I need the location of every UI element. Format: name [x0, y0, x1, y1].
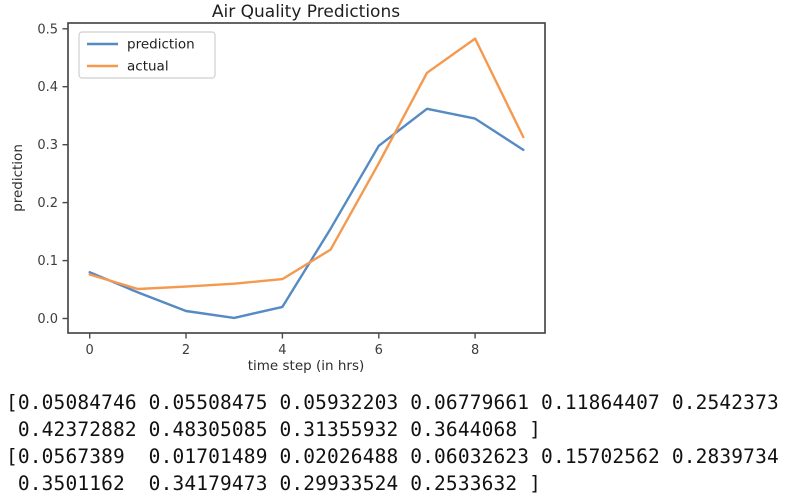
prediction-line — [88, 107, 525, 320]
matplotlib-figure: 0 2 4 6 8 0.0 0.1 0.2 0.3 0.4 0.5 Air Quality Pre… — [10, 2, 546, 374]
chart-svg: 0 2 4 6 8 0.0 0.1 0.2 0.3 0.4 0.5 Air Quality Pre… — [10, 2, 546, 374]
console-line-2: 0.42372882 0.48305085 0.31355932 0.36440… — [6, 418, 542, 441]
y-tick-label: 0.0 — [37, 312, 58, 327]
x-tick-label: 0 — [86, 343, 94, 358]
plot-series — [88, 37, 525, 320]
console-line-4: 0.3501162 0.34179473 0.29933524 0.253363… — [6, 472, 542, 495]
console-line-3: [0.0567389 0.01701489 0.02026488 0.06032… — [6, 445, 779, 468]
y-axis-ticks: 0.0 0.1 0.2 0.3 0.4 0.5 — [37, 22, 68, 327]
y-tick-label: 0.2 — [37, 196, 58, 211]
y-tick-label: 0.4 — [37, 80, 58, 95]
console-line-1: [0.05084746 0.05508475 0.05932203 0.0677… — [6, 391, 779, 414]
x-axis-ticks: 0 2 4 6 8 — [86, 333, 479, 358]
legend: prediction actual — [78, 31, 216, 79]
plot-border — [67, 22, 546, 334]
y-tick-label: 0.3 — [37, 138, 58, 153]
x-tick-label: 4 — [278, 343, 286, 358]
x-axis-label: time step (in hrs) — [248, 358, 365, 374]
x-tick-label: 8 — [471, 343, 479, 358]
legend-label-prediction: prediction — [127, 37, 195, 53]
y-axis-label: prediction — [10, 144, 26, 212]
legend-item-actual: actual — [87, 59, 169, 75]
x-tick-label: 2 — [182, 343, 190, 358]
y-tick-label: 0.5 — [37, 22, 58, 37]
legend-item-prediction: prediction — [87, 37, 195, 53]
actual-line — [88, 37, 525, 291]
legend-label-actual: actual — [127, 59, 169, 75]
x-tick-label: 6 — [375, 343, 383, 358]
y-tick-label: 0.1 — [37, 254, 58, 269]
console-output: [0.05084746 0.05508475 0.05932203 0.0677… — [6, 389, 779, 497]
chart-title: Air Quality Predictions — [212, 2, 400, 22]
